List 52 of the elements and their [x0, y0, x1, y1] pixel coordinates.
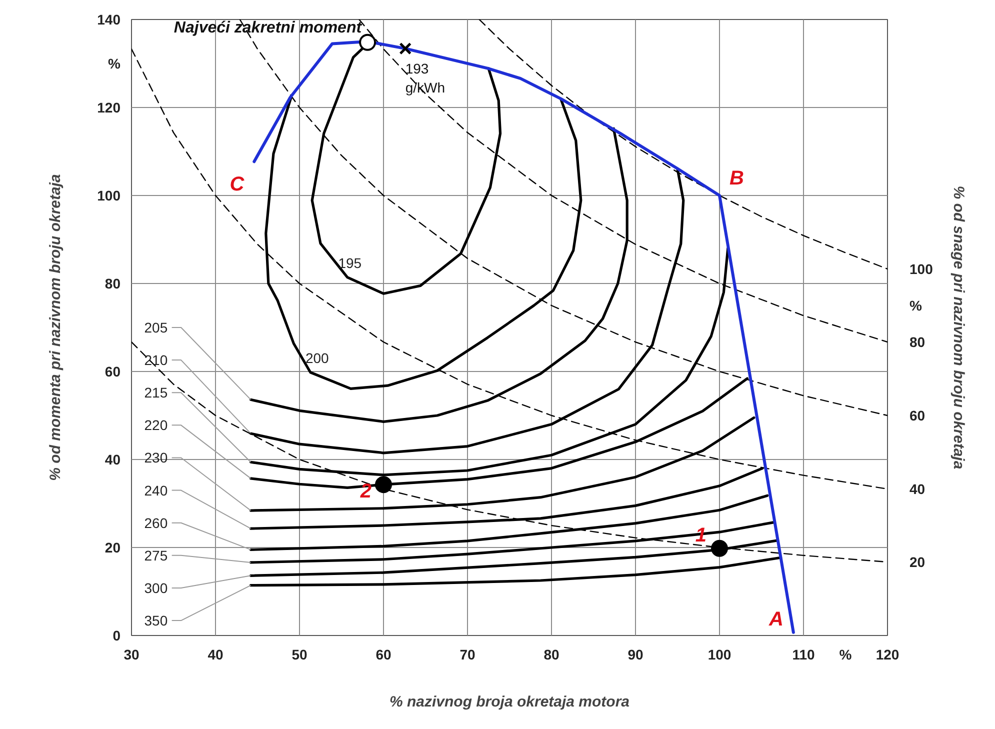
text: 210	[144, 352, 168, 368]
y-tick-label: 60	[104, 364, 121, 380]
y-tick-label: 20	[104, 540, 121, 556]
text: 260	[144, 514, 168, 531]
x-tick-label: 70	[460, 646, 476, 662]
text: 205	[144, 320, 168, 336]
annotation: B	[730, 168, 744, 190]
x-tick-label: 60	[376, 646, 392, 662]
annotation: Najveći zakretni moment	[174, 19, 362, 36]
x-tick-label: 40	[208, 646, 224, 662]
line-series	[249, 556, 782, 587]
text: 240	[144, 482, 168, 498]
point	[375, 476, 392, 494]
point	[399, 42, 412, 55]
x-tick-label: 120	[876, 646, 900, 662]
x-axis-title: % nazivnog broja okretaja motora	[389, 694, 630, 710]
series-label: 80	[910, 334, 926, 350]
x-tick-label: 50	[292, 646, 308, 662]
annotation: 193 g/kWh	[405, 60, 446, 96]
series-label: 200	[305, 350, 330, 366]
point	[359, 34, 376, 51]
y-tick-label: 140	[97, 12, 121, 28]
y-tick-label: 40	[104, 452, 121, 468]
y-tick-label: 100	[97, 188, 121, 204]
text: 300	[144, 580, 168, 596]
x-tick-label: 100	[708, 646, 732, 662]
text: 215	[144, 384, 168, 401]
annotation: C	[230, 174, 245, 196]
text: 275	[144, 547, 168, 564]
annotation: A	[768, 608, 784, 630]
y-tick-label: %	[108, 56, 122, 72]
series-label: 100	[910, 260, 934, 277]
x-tick-label: %	[839, 646, 852, 662]
series-label: 20	[910, 554, 926, 570]
series-label: 40	[910, 480, 926, 497]
text: 220	[144, 417, 168, 434]
y-tick-label: 120	[97, 100, 121, 116]
y2-axis-title: % od snage pri nazivnom broju okretaja	[950, 186, 967, 470]
series-label: 195	[338, 254, 362, 271]
point	[711, 540, 728, 557]
x-tick-label: 80	[544, 646, 560, 662]
x-tick-label: 30	[124, 646, 140, 662]
x-tick-label: 110	[792, 646, 816, 662]
annotation: 2	[359, 480, 372, 503]
y-tick-label: 0	[112, 628, 121, 644]
text: 230	[144, 450, 168, 466]
series-label: 60	[910, 408, 926, 424]
y-axis-title: % od momenta pri nazivnom broju okretaja	[47, 174, 64, 481]
text: 350	[144, 612, 168, 629]
y-tick-label: 80	[104, 276, 121, 292]
text: %	[910, 298, 922, 314]
x-tick-label: 90	[628, 646, 644, 662]
